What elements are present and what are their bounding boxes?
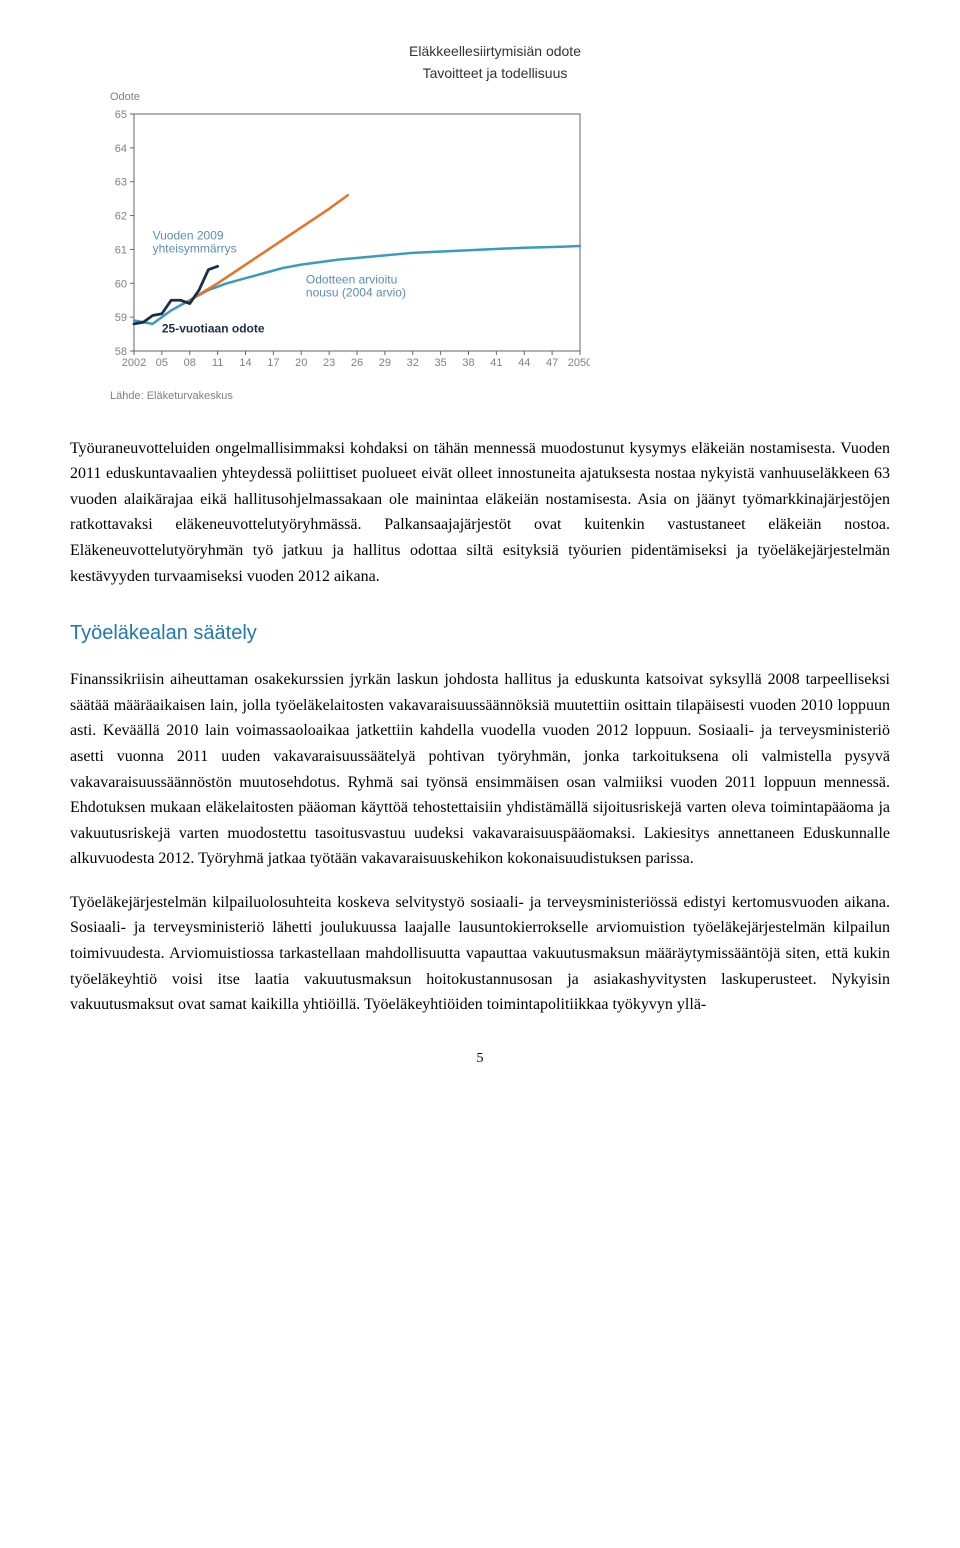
line-chart: 5859606162636465200205081114172023262932… [100, 108, 590, 373]
svg-text:11: 11 [212, 357, 223, 369]
svg-text:41: 41 [490, 357, 502, 369]
svg-text:14: 14 [239, 357, 251, 369]
svg-text:63: 63 [115, 177, 127, 189]
chart-container: Eläkkeellesiirtymisiän odote Tavoitteet … [100, 40, 890, 406]
svg-text:44: 44 [518, 357, 530, 369]
svg-text:2002: 2002 [122, 357, 146, 369]
body-paragraph-1: Työuraneuvotteluiden ongelmallisimmaksi … [70, 436, 890, 590]
body-paragraph-2: Finanssikriisin aiheuttaman osakekurssie… [70, 667, 890, 872]
svg-text:32: 32 [407, 357, 419, 369]
svg-text:65: 65 [115, 109, 127, 121]
svg-text:yhteisymmärrys: yhteisymmärrys [153, 242, 237, 256]
svg-text:64: 64 [115, 143, 127, 155]
svg-text:26: 26 [351, 357, 363, 369]
svg-text:Vuoden 2009: Vuoden 2009 [153, 229, 224, 243]
svg-text:23: 23 [323, 357, 335, 369]
svg-text:47: 47 [546, 357, 558, 369]
svg-text:60: 60 [115, 279, 127, 291]
svg-text:2050: 2050 [568, 357, 590, 369]
body-paragraph-3: Työeläkejärjestelmän kilpailuolosuhteita… [70, 890, 890, 1018]
svg-text:59: 59 [115, 313, 127, 325]
svg-text:61: 61 [115, 245, 127, 257]
svg-text:nousu (2004 arvio): nousu (2004 arvio) [306, 286, 406, 300]
chart-ylabel: Odote [110, 89, 890, 107]
chart-title: Eläkkeellesiirtymisiän odote Tavoitteet … [100, 40, 890, 85]
svg-text:08: 08 [184, 357, 196, 369]
svg-text:05: 05 [156, 357, 168, 369]
chart-title-line2: Tavoitteet ja todellisuus [423, 65, 568, 81]
chart-title-line1: Eläkkeellesiirtymisiän odote [409, 43, 581, 59]
svg-text:17: 17 [267, 357, 279, 369]
svg-text:Odotteen arvioitu: Odotteen arvioitu [306, 273, 397, 287]
svg-text:29: 29 [379, 357, 391, 369]
svg-text:38: 38 [462, 357, 474, 369]
section-heading: Työeläkealan säätely [70, 617, 890, 649]
svg-text:20: 20 [295, 357, 307, 369]
svg-text:35: 35 [435, 357, 447, 369]
svg-text:62: 62 [115, 211, 127, 223]
page-number: 5 [70, 1048, 890, 1070]
chart-source: Lähde: Eläketurvakeskus [110, 388, 890, 406]
svg-text:25-vuotiaan odote: 25-vuotiaan odote [162, 322, 265, 336]
